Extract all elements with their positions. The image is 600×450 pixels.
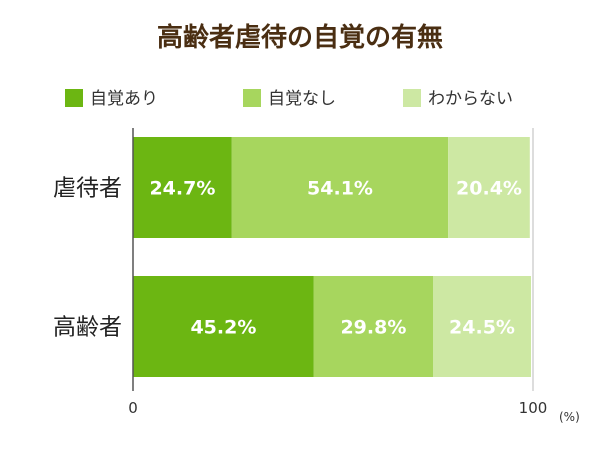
bar-1-2 bbox=[433, 276, 531, 377]
bar-1-1 bbox=[313, 276, 433, 377]
bar-0-0 bbox=[133, 137, 232, 238]
bar-0-2 bbox=[448, 137, 530, 238]
legend-swatch-2 bbox=[403, 89, 421, 107]
bars: 24.7% 54.1% 20.4% 45.2% 29.8% 24.5% bbox=[133, 137, 531, 377]
value-label-1-0: 45.2% bbox=[190, 317, 256, 339]
bar-0-1 bbox=[231, 137, 449, 238]
value-label-0-0: 24.7% bbox=[149, 178, 215, 200]
legend-swatch-1 bbox=[243, 89, 261, 107]
x-tick-label-1: 100 bbox=[519, 399, 548, 417]
value-label-1-1: 29.8% bbox=[340, 317, 406, 339]
x-tick-label-0: 0 bbox=[128, 399, 138, 417]
legend-label-1: 自覚なし bbox=[268, 89, 336, 109]
legend-label-0: 自覚あり bbox=[90, 89, 158, 109]
value-label-0-1: 54.1% bbox=[307, 178, 373, 200]
category-label-1: 高齢者 bbox=[53, 315, 122, 341]
x-axis-ticks: 0 100 (%) bbox=[128, 399, 580, 424]
chart-title: 高齢者虐待の自覚の有無 bbox=[157, 22, 443, 53]
value-label-1-2: 24.5% bbox=[449, 317, 515, 339]
legend-label-2: わからない bbox=[428, 89, 513, 109]
legend: 自覚あり 自覚なし わからない bbox=[65, 89, 513, 109]
value-label-0-2: 20.4% bbox=[456, 178, 522, 200]
bar-1-0 bbox=[133, 276, 314, 377]
category-label-0: 虐待者 bbox=[53, 176, 122, 202]
x-unit-label: (%) bbox=[559, 410, 580, 424]
legend-swatch-0 bbox=[65, 89, 83, 107]
